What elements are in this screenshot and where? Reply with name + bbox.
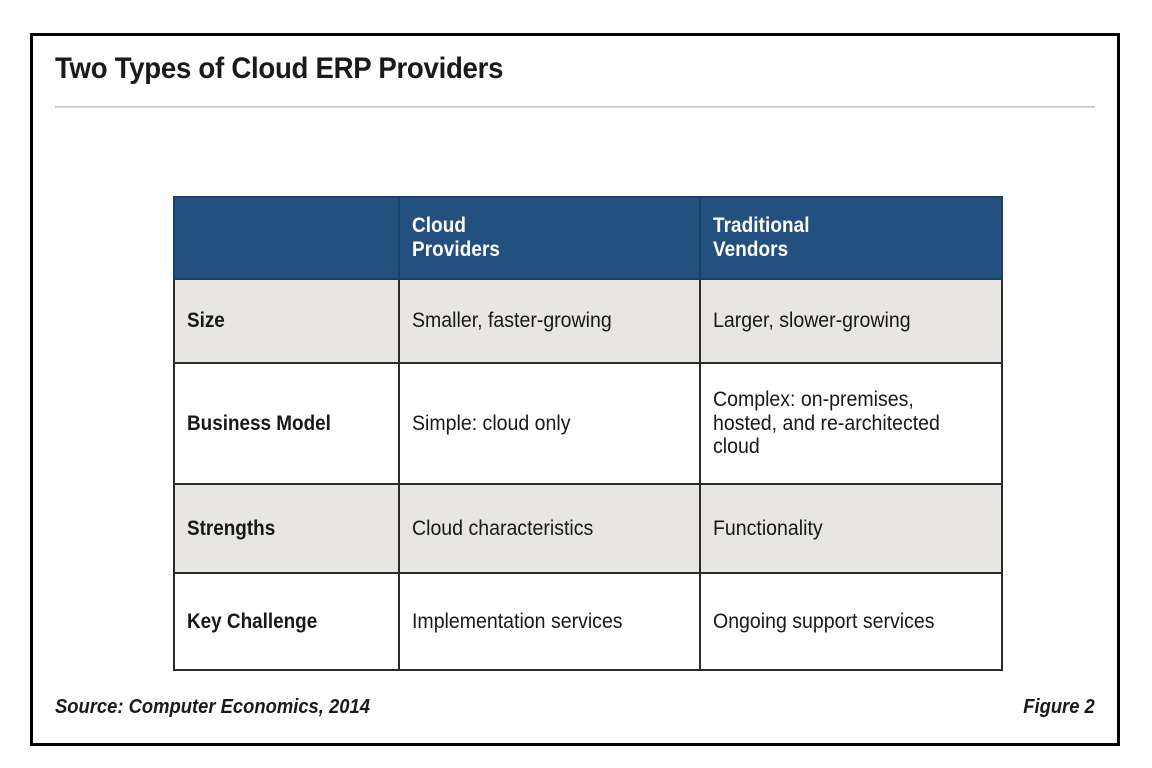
cell-business-model-traditional: Complex: on-premises, hosted, and re-arc… — [699, 362, 1003, 485]
source-caption: Source: Computer Economics, 2014 — [55, 696, 370, 718]
cell-text: Complex: on-premises, hosted, and re-arc… — [713, 388, 940, 459]
table-header-row: Cloud Providers Traditional Vendors — [173, 196, 1003, 280]
page-title: Two Types of Cloud ERP Providers — [55, 52, 504, 85]
cell-text: Ongoing support services — [713, 609, 935, 633]
row-label-text: Key Challenge — [187, 609, 318, 633]
cell-business-model-cloud: Simple: cloud only — [398, 362, 701, 485]
row-label-key-challenge: Key Challenge — [173, 572, 400, 671]
cell-size-traditional: Larger, slower-growing — [699, 278, 1003, 364]
cell-key-challenge-cloud: Implementation services — [398, 572, 701, 671]
row-label-size: Size — [173, 278, 400, 364]
row-label-strengths: Strengths — [173, 483, 400, 574]
cell-text: Functionality — [713, 516, 823, 540]
header-traditional-line2: Vendors — [713, 238, 789, 261]
table-row: Key Challenge Implementation services On… — [173, 572, 1003, 671]
table-header-traditional-vendors: Traditional Vendors — [699, 196, 1003, 280]
title-divider — [55, 106, 1095, 108]
row-label-text: Strengths — [187, 516, 276, 540]
cell-text: Simple: cloud only — [412, 411, 571, 435]
cell-strengths-traditional: Functionality — [699, 483, 1003, 574]
header-traditional-line1: Traditional — [713, 214, 810, 238]
cell-strengths-cloud: Cloud characteristics — [398, 483, 701, 574]
table-row: Strengths Cloud characteristics Function… — [173, 483, 1003, 574]
table-row: Size Smaller, faster-growing Larger, slo… — [173, 278, 1003, 364]
figure-frame: Two Types of Cloud ERP Providers Cloud P… — [30, 33, 1120, 746]
table-header-corner — [173, 196, 400, 280]
cell-size-cloud: Smaller, faster-growing — [398, 278, 701, 364]
header-cloud-line1: Cloud — [412, 214, 466, 238]
cell-text: Implementation services — [412, 609, 623, 633]
cell-text: Smaller, faster-growing — [412, 309, 612, 333]
row-label-business-model: Business Model — [173, 362, 400, 485]
cell-text: Larger, slower-growing — [713, 309, 911, 333]
comparison-table: Cloud Providers Traditional Vendors Size… — [173, 196, 1003, 671]
figure-number-label: Figure 2 — [1023, 696, 1095, 718]
row-label-text: Size — [187, 309, 225, 333]
table-header-cloud-providers: Cloud Providers — [398, 196, 701, 280]
header-cloud-line2: Providers — [412, 238, 501, 261]
cell-text: Cloud characteristics — [412, 516, 594, 540]
table-row: Business Model Simple: cloud only Comple… — [173, 362, 1003, 485]
row-label-text: Business Model — [187, 411, 331, 435]
cell-key-challenge-traditional: Ongoing support services — [699, 572, 1003, 671]
